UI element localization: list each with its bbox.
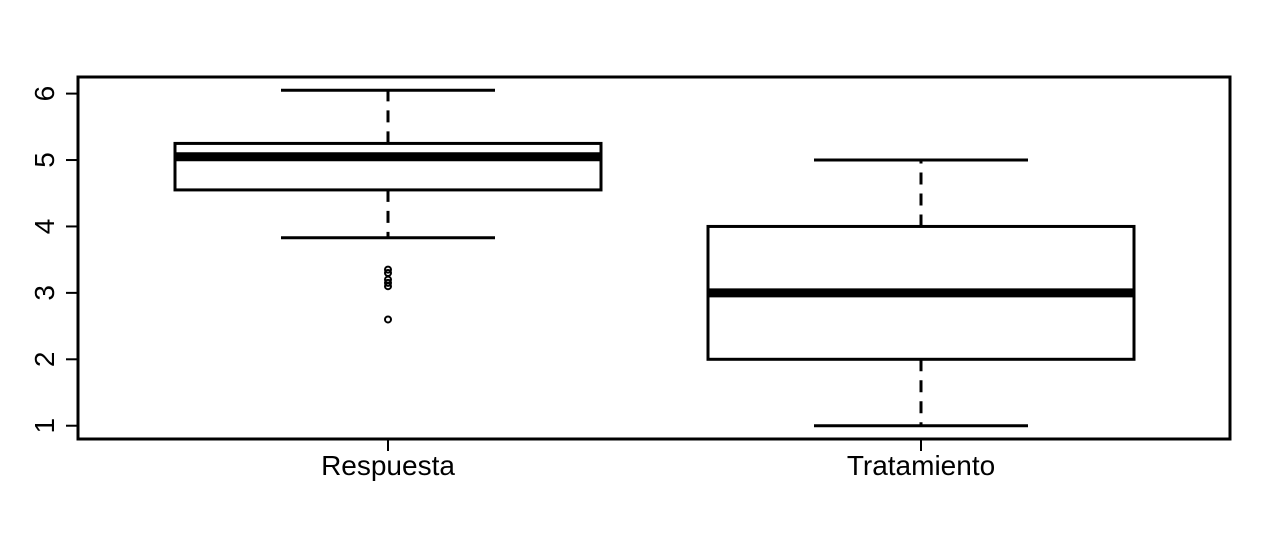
category-label: Tratamiento	[847, 450, 995, 481]
box-iqr	[173, 141, 603, 192]
y-tick-label: 5	[29, 152, 60, 168]
category-label: Respuesta	[321, 450, 455, 481]
y-tick-label: 6	[29, 86, 60, 102]
outlier-point	[384, 265, 392, 274]
y-tick-label: 3	[29, 285, 60, 301]
plot-frame	[76, 75, 1232, 441]
outlier-point	[384, 278, 392, 287]
y-tick-label: 1	[29, 418, 60, 434]
outlier-point	[384, 315, 392, 324]
y-tick-label: 2	[29, 352, 60, 368]
outlier-point	[384, 282, 392, 291]
plot-area: 1 2 3 4 5 6 Respuesta Tratamiento	[29, 75, 1232, 481]
y-tick-label: 4	[29, 219, 60, 235]
